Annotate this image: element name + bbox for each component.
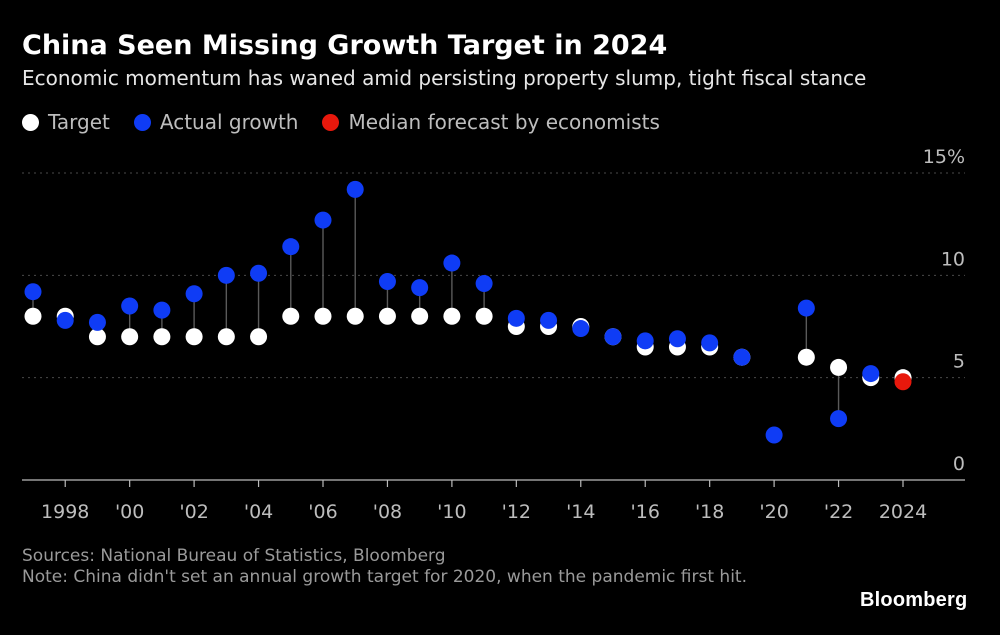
legend: Target Actual growth Median forecast by … — [22, 110, 684, 134]
y-tick-label: 15% — [923, 146, 965, 168]
actual-growth-point — [378, 272, 396, 290]
actual-growth-point — [475, 275, 493, 293]
actual-growth-point — [88, 313, 106, 331]
target-point — [411, 307, 429, 325]
legend-item-actual-growth: Actual growth — [133, 110, 299, 134]
actual-growth-point — [185, 285, 203, 303]
target-point — [282, 307, 300, 325]
actual-growth-point — [346, 180, 364, 198]
target-point — [475, 307, 493, 325]
x-tick-label: '08 — [373, 501, 402, 523]
target-point — [378, 307, 396, 325]
legend-item-median-forecast: Median forecast by economists — [322, 110, 660, 134]
actual-growth-point — [411, 279, 429, 297]
target-point — [797, 348, 815, 366]
actual-growth-point — [507, 309, 525, 327]
actual-growth-point — [56, 311, 74, 329]
target-point — [121, 328, 139, 346]
legend-item-target: Target — [22, 110, 110, 134]
x-tick-label: '02 — [179, 501, 208, 523]
actual-growth-point — [604, 328, 622, 346]
target-point — [185, 328, 203, 346]
forecast-point — [894, 373, 912, 391]
actual-growth-point — [572, 320, 590, 338]
x-tick-label: '12 — [502, 501, 531, 523]
target-point — [217, 328, 235, 346]
actual-growth-point — [282, 238, 300, 256]
actual-growth-point — [830, 410, 848, 428]
actual-growth-point — [765, 426, 783, 444]
x-tick-label: '00 — [115, 501, 144, 523]
target-point — [250, 328, 268, 346]
legend-swatch-actual-growth — [133, 113, 151, 131]
note-text: Note: China didn't set an annual growth … — [22, 567, 747, 587]
target-point — [24, 307, 42, 325]
x-tick-label: '22 — [824, 501, 853, 523]
x-tick-label: '18 — [695, 501, 724, 523]
legend-label-median-forecast: Median forecast by economists — [348, 110, 660, 134]
actual-growth-point — [121, 297, 139, 315]
chart-footer: Sources: National Bureau of Statistics, … — [22, 546, 812, 588]
legend-swatch-median-forecast — [322, 113, 340, 131]
x-tick-label: 2024 — [879, 501, 927, 523]
bloomberg-logo: Bloomberg — [860, 589, 968, 611]
actual-growth-point — [733, 348, 751, 366]
actual-growth-point — [862, 365, 880, 383]
x-tick-label: '16 — [631, 501, 660, 523]
chart-title: China Seen Missing Growth Target in 2024 — [22, 30, 668, 61]
actual-growth-point — [153, 301, 171, 319]
target-point — [153, 328, 171, 346]
actual-growth-point — [701, 334, 719, 352]
actual-growth-point — [24, 283, 42, 301]
sources-text: Sources: National Bureau of Statistics, … — [22, 546, 446, 566]
actual-growth-point — [314, 211, 332, 229]
legend-label-target: Target — [48, 110, 110, 134]
target-point — [346, 307, 364, 325]
x-tick-label: 1998 — [41, 501, 89, 523]
y-tick-label: 10 — [941, 248, 965, 270]
actual-growth-point — [797, 299, 815, 317]
y-tick-label: 0 — [953, 453, 965, 475]
target-point — [830, 358, 848, 376]
legend-swatch-target — [22, 113, 39, 131]
actual-growth-point — [250, 264, 268, 282]
actual-growth-point — [668, 330, 686, 348]
actual-growth-point — [540, 311, 558, 329]
y-tick-label: 5 — [953, 351, 965, 373]
x-tick-label: '20 — [759, 501, 788, 523]
x-tick-label: '10 — [437, 501, 466, 523]
chart-subtitle: Economic momentum has waned amid persist… — [22, 66, 867, 90]
actual-growth-point — [636, 332, 654, 350]
x-tick-label: '04 — [244, 501, 273, 523]
x-tick-label: '06 — [308, 501, 337, 523]
actual-growth-point — [443, 254, 461, 272]
actual-growth-point — [217, 266, 235, 284]
target-point — [314, 307, 332, 325]
target-point — [88, 328, 106, 346]
legend-label-actual-growth: Actual growth — [159, 110, 299, 134]
x-tick-label: '14 — [566, 501, 595, 523]
target-point — [443, 307, 461, 325]
